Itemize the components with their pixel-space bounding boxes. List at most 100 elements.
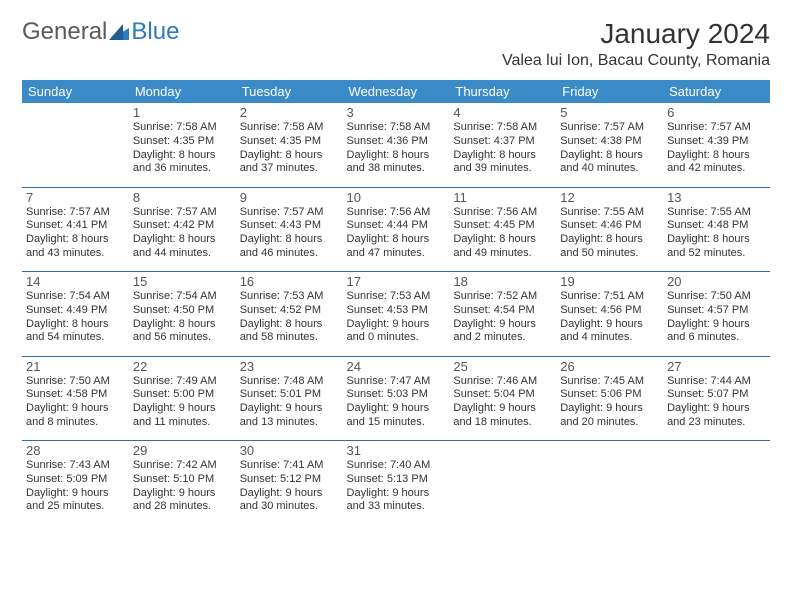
daylight-text: Daylight: 8 hours and 40 minutes.: [560, 149, 659, 177]
sunrise-text: Sunrise: 7:53 AM: [240, 290, 339, 304]
daylight-text: Daylight: 9 hours and 30 minutes.: [240, 487, 339, 515]
daylight-text: Daylight: 9 hours and 25 minutes.: [26, 487, 125, 515]
calendar-cell: 26Sunrise: 7:45 AMSunset: 5:06 PMDayligh…: [556, 357, 663, 441]
daylight-text: Daylight: 9 hours and 13 minutes.: [240, 402, 339, 430]
weekday-header: Tuesday: [236, 80, 343, 103]
daylight-text: Daylight: 9 hours and 4 minutes.: [560, 318, 659, 346]
weekday-header: Thursday: [449, 80, 556, 103]
day-number: 2: [240, 105, 339, 120]
daylight-text: Daylight: 8 hours and 42 minutes.: [667, 149, 766, 177]
sunrise-text: Sunrise: 7:58 AM: [133, 121, 232, 135]
sunset-text: Sunset: 5:03 PM: [347, 388, 446, 402]
daylight-text: Daylight: 9 hours and 33 minutes.: [347, 487, 446, 515]
sunrise-text: Sunrise: 7:54 AM: [26, 290, 125, 304]
logo-text-blue: Blue: [131, 18, 179, 46]
calendar-cell: [22, 103, 129, 187]
day-number: 20: [667, 274, 766, 289]
sunrise-text: Sunrise: 7:58 AM: [453, 121, 552, 135]
sunset-text: Sunset: 4:53 PM: [347, 304, 446, 318]
sunset-text: Sunset: 4:48 PM: [667, 219, 766, 233]
day-number: 18: [453, 274, 552, 289]
day-number: 7: [26, 190, 125, 205]
day-number: 15: [133, 274, 232, 289]
calendar-cell: [663, 441, 770, 525]
logo-text-general: General: [22, 18, 107, 46]
sunrise-text: Sunrise: 7:42 AM: [133, 459, 232, 473]
daylight-text: Daylight: 8 hours and 58 minutes.: [240, 318, 339, 346]
calendar-cell: 19Sunrise: 7:51 AMSunset: 4:56 PMDayligh…: [556, 272, 663, 356]
sunrise-text: Sunrise: 7:40 AM: [347, 459, 446, 473]
day-number: 9: [240, 190, 339, 205]
sunrise-text: Sunrise: 7:57 AM: [133, 206, 232, 220]
calendar-cell: 4Sunrise: 7:58 AMSunset: 4:37 PMDaylight…: [449, 103, 556, 187]
sunset-text: Sunset: 4:35 PM: [133, 135, 232, 149]
sunset-text: Sunset: 4:41 PM: [26, 219, 125, 233]
sunset-text: Sunset: 4:44 PM: [347, 219, 446, 233]
weekday-header: Friday: [556, 80, 663, 103]
daylight-text: Daylight: 8 hours and 50 minutes.: [560, 233, 659, 261]
sunrise-text: Sunrise: 7:46 AM: [453, 375, 552, 389]
sunrise-text: Sunrise: 7:51 AM: [560, 290, 659, 304]
calendar-cell: 2Sunrise: 7:58 AMSunset: 4:35 PMDaylight…: [236, 103, 343, 187]
day-number: 22: [133, 359, 232, 374]
calendar-cell: 24Sunrise: 7:47 AMSunset: 5:03 PMDayligh…: [343, 357, 450, 441]
daylight-text: Daylight: 8 hours and 39 minutes.: [453, 149, 552, 177]
calendar-cell: 16Sunrise: 7:53 AMSunset: 4:52 PMDayligh…: [236, 272, 343, 356]
calendar-week: 1Sunrise: 7:58 AMSunset: 4:35 PMDaylight…: [22, 103, 770, 187]
day-number: 16: [240, 274, 339, 289]
day-number: 8: [133, 190, 232, 205]
sunset-text: Sunset: 4:58 PM: [26, 388, 125, 402]
day-number: 21: [26, 359, 125, 374]
daylight-text: Daylight: 9 hours and 15 minutes.: [347, 402, 446, 430]
sunset-text: Sunset: 5:00 PM: [133, 388, 232, 402]
calendar-cell: 17Sunrise: 7:53 AMSunset: 4:53 PMDayligh…: [343, 272, 450, 356]
daylight-text: Daylight: 9 hours and 11 minutes.: [133, 402, 232, 430]
sunrise-text: Sunrise: 7:55 AM: [560, 206, 659, 220]
day-number: 14: [26, 274, 125, 289]
calendar-cell: 23Sunrise: 7:48 AMSunset: 5:01 PMDayligh…: [236, 357, 343, 441]
day-number: 10: [347, 190, 446, 205]
day-number: 27: [667, 359, 766, 374]
sunset-text: Sunset: 5:07 PM: [667, 388, 766, 402]
day-number: 17: [347, 274, 446, 289]
header: General Blue January 2024 Valea lui Ion,…: [22, 18, 770, 70]
calendar-cell: 5Sunrise: 7:57 AMSunset: 4:38 PMDaylight…: [556, 103, 663, 187]
daylight-text: Daylight: 9 hours and 28 minutes.: [133, 487, 232, 515]
daylight-text: Daylight: 9 hours and 23 minutes.: [667, 402, 766, 430]
daylight-text: Daylight: 8 hours and 46 minutes.: [240, 233, 339, 261]
sunrise-text: Sunrise: 7:55 AM: [667, 206, 766, 220]
sunrise-text: Sunrise: 7:58 AM: [240, 121, 339, 135]
logo: General Blue: [22, 18, 179, 46]
weekday-header: Sunday: [22, 80, 129, 103]
sunrise-text: Sunrise: 7:45 AM: [560, 375, 659, 389]
sunset-text: Sunset: 4:50 PM: [133, 304, 232, 318]
sunrise-text: Sunrise: 7:56 AM: [453, 206, 552, 220]
calendar-cell: 21Sunrise: 7:50 AMSunset: 4:58 PMDayligh…: [22, 357, 129, 441]
sunrise-text: Sunrise: 7:47 AM: [347, 375, 446, 389]
logo-triangle-icon: [109, 24, 129, 40]
calendar-week: 7Sunrise: 7:57 AMSunset: 4:41 PMDaylight…: [22, 188, 770, 272]
day-number: 13: [667, 190, 766, 205]
daylight-text: Daylight: 8 hours and 43 minutes.: [26, 233, 125, 261]
sunset-text: Sunset: 4:42 PM: [133, 219, 232, 233]
sunrise-text: Sunrise: 7:50 AM: [667, 290, 766, 304]
calendar-cell: 14Sunrise: 7:54 AMSunset: 4:49 PMDayligh…: [22, 272, 129, 356]
sunset-text: Sunset: 5:04 PM: [453, 388, 552, 402]
sunset-text: Sunset: 4:36 PM: [347, 135, 446, 149]
sunset-text: Sunset: 5:09 PM: [26, 473, 125, 487]
day-number: 28: [26, 443, 125, 458]
day-number: 12: [560, 190, 659, 205]
sunset-text: Sunset: 4:52 PM: [240, 304, 339, 318]
calendar-cell: 30Sunrise: 7:41 AMSunset: 5:12 PMDayligh…: [236, 441, 343, 525]
sunset-text: Sunset: 4:39 PM: [667, 135, 766, 149]
weekday-header: Monday: [129, 80, 236, 103]
sunrise-text: Sunrise: 7:49 AM: [133, 375, 232, 389]
calendar-cell: 1Sunrise: 7:58 AMSunset: 4:35 PMDaylight…: [129, 103, 236, 187]
sunrise-text: Sunrise: 7:57 AM: [667, 121, 766, 135]
daylight-text: Daylight: 9 hours and 0 minutes.: [347, 318, 446, 346]
calendar-cell: 11Sunrise: 7:56 AMSunset: 4:45 PMDayligh…: [449, 188, 556, 272]
daylight-text: Daylight: 9 hours and 6 minutes.: [667, 318, 766, 346]
sunrise-text: Sunrise: 7:50 AM: [26, 375, 125, 389]
sunrise-text: Sunrise: 7:41 AM: [240, 459, 339, 473]
location: Valea lui Ion, Bacau County, Romania: [502, 52, 770, 70]
